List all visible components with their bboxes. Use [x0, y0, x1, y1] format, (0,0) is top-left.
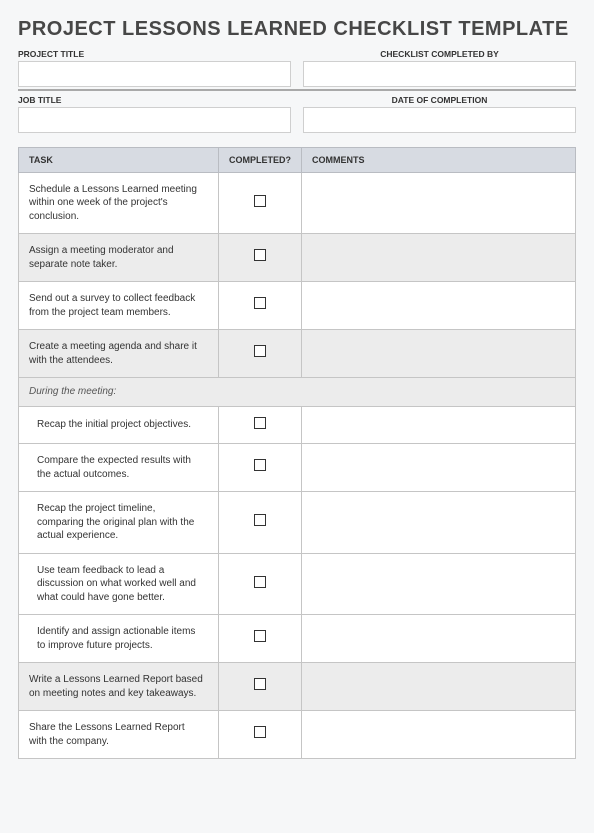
comment-cell[interactable]: [302, 234, 576, 282]
section-row: During the meeting:: [19, 378, 576, 407]
checkbox[interactable]: [254, 630, 266, 642]
completion-date-label: DATE OF COMPLETION: [303, 95, 576, 105]
comment-cell[interactable]: [302, 282, 576, 330]
col-comments-header: COMMENTS: [302, 147, 576, 172]
checkbox[interactable]: [254, 576, 266, 588]
meta-separator-1: [18, 89, 576, 91]
task-cell: Compare the expected results with the ac…: [19, 444, 219, 492]
checkbox[interactable]: [254, 417, 266, 429]
task-cell: Recap the project timeline, comparing th…: [19, 492, 219, 554]
checkbox[interactable]: [254, 345, 266, 357]
comment-cell[interactable]: [302, 553, 576, 615]
col-task-header: TASK: [19, 147, 219, 172]
check-cell: [219, 492, 302, 554]
section-label: During the meeting:: [19, 378, 576, 407]
task-cell: Identify and assign actionable items to …: [19, 615, 219, 663]
check-cell: [219, 234, 302, 282]
comment-cell[interactable]: [302, 172, 576, 234]
comment-cell[interactable]: [302, 406, 576, 444]
comment-cell[interactable]: [302, 663, 576, 711]
table-row: Recap the initial project objectives.: [19, 406, 576, 444]
check-cell: [219, 172, 302, 234]
tbody-bottom: Write a Lessons Learned Report based on …: [19, 663, 576, 759]
task-cell: Create a meeting agenda and share it wit…: [19, 330, 219, 378]
completed-by-input[interactable]: [303, 61, 576, 87]
task-cell: Recap the initial project objectives.: [19, 406, 219, 444]
table-row: Write a Lessons Learned Report based on …: [19, 663, 576, 711]
tbody-top: Schedule a Lessons Learned meeting withi…: [19, 172, 576, 378]
table-row: Compare the expected results with the ac…: [19, 444, 576, 492]
checkbox[interactable]: [254, 459, 266, 471]
completed-by-label: CHECKLIST COMPLETED BY: [303, 49, 576, 59]
comment-cell[interactable]: [302, 711, 576, 759]
check-cell: [219, 711, 302, 759]
comment-cell[interactable]: [302, 492, 576, 554]
table-row: Use team feedback to lead a discussion o…: [19, 553, 576, 615]
check-cell: [219, 406, 302, 444]
checkbox[interactable]: [254, 678, 266, 690]
check-cell: [219, 444, 302, 492]
table-row: Share the Lessons Learned Report with th…: [19, 711, 576, 759]
task-cell: Write a Lessons Learned Report based on …: [19, 663, 219, 711]
tbody-meeting: Recap the initial project objectives.Com…: [19, 406, 576, 663]
check-cell: [219, 663, 302, 711]
task-cell: Send out a survey to collect feedback fr…: [19, 282, 219, 330]
task-cell: Use team feedback to lead a discussion o…: [19, 553, 219, 615]
project-title-input[interactable]: [18, 61, 291, 87]
check-cell: [219, 615, 302, 663]
meta-project-title: PROJECT TITLE: [18, 49, 291, 87]
table-row: Schedule a Lessons Learned meeting withi…: [19, 172, 576, 234]
table-header: TASK COMPLETED? COMMENTS: [19, 147, 576, 172]
task-cell: Schedule a Lessons Learned meeting withi…: [19, 172, 219, 234]
meta-row-2: JOB TITLE DATE OF COMPLETION: [18, 95, 576, 133]
comment-cell[interactable]: [302, 444, 576, 492]
meta-completion-date: DATE OF COMPLETION: [303, 95, 576, 133]
job-title-input[interactable]: [18, 107, 291, 133]
task-cell: Assign a meeting moderator and separate …: [19, 234, 219, 282]
table-row: Send out a survey to collect feedback fr…: [19, 282, 576, 330]
check-cell: [219, 282, 302, 330]
checkbox[interactable]: [254, 297, 266, 309]
check-cell: [219, 330, 302, 378]
table-row: Assign a meeting moderator and separate …: [19, 234, 576, 282]
meta-completed-by: CHECKLIST COMPLETED BY: [303, 49, 576, 87]
completion-date-input[interactable]: [303, 107, 576, 133]
table-row: Create a meeting agenda and share it wit…: [19, 330, 576, 378]
page-title: PROJECT LESSONS LEARNED CHECKLIST TEMPLA…: [18, 18, 576, 41]
checkbox[interactable]: [254, 514, 266, 526]
comment-cell[interactable]: [302, 330, 576, 378]
col-completed-header: COMPLETED?: [219, 147, 302, 172]
table-row: Recap the project timeline, comparing th…: [19, 492, 576, 554]
table-row: Identify and assign actionable items to …: [19, 615, 576, 663]
comment-cell[interactable]: [302, 615, 576, 663]
checkbox[interactable]: [254, 726, 266, 738]
checkbox[interactable]: [254, 195, 266, 207]
checklist-table: TASK COMPLETED? COMMENTS Schedule a Less…: [18, 147, 576, 760]
check-cell: [219, 553, 302, 615]
checkbox[interactable]: [254, 249, 266, 261]
job-title-label: JOB TITLE: [18, 95, 291, 105]
meta-job-title: JOB TITLE: [18, 95, 291, 133]
project-title-label: PROJECT TITLE: [18, 49, 291, 59]
meta-row-1: PROJECT TITLE CHECKLIST COMPLETED BY: [18, 49, 576, 87]
tbody-section: During the meeting:: [19, 378, 576, 407]
task-cell: Share the Lessons Learned Report with th…: [19, 711, 219, 759]
